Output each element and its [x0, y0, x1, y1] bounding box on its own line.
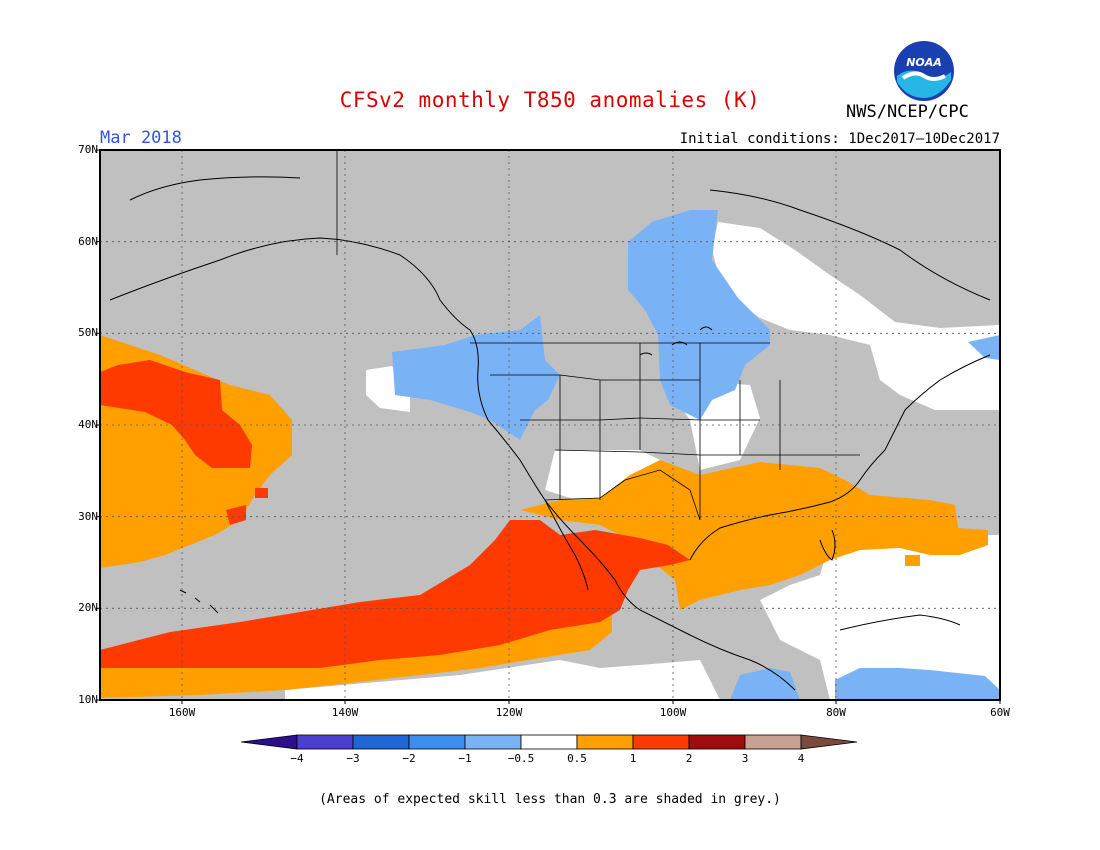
- logo-text: NOAA: [906, 56, 942, 69]
- cool-anomaly-regions: [392, 210, 1000, 700]
- colorbar-label: 2: [685, 752, 693, 765]
- colorbar-label: −3: [346, 752, 360, 765]
- lat-label: 50N: [78, 326, 98, 339]
- colorbar-arrow-low: [240, 734, 298, 750]
- colorbar-arrow-high: [800, 734, 858, 750]
- colorbar-label: −1: [458, 752, 472, 765]
- lon-label: 120W: [495, 706, 523, 719]
- colorbar-label: −2: [402, 752, 416, 765]
- colorbar: [240, 734, 858, 750]
- lon-label: 140W: [331, 706, 359, 719]
- colorbar-swatch: [744, 734, 802, 750]
- lat-label: 40N: [78, 418, 98, 431]
- colorbar-label: 3: [741, 752, 749, 765]
- colorbar-swatch: [352, 734, 410, 750]
- skill-note: (Areas of expected skill less than 0.3 a…: [319, 792, 781, 807]
- warm-strong-regions: [100, 360, 690, 668]
- lon-label: 60W: [990, 706, 1010, 719]
- lat-label: 10N: [78, 693, 98, 706]
- coastlines: [109, 176, 991, 691]
- lat-label: 30N: [78, 510, 98, 523]
- colorbar-label: 4: [797, 752, 805, 765]
- lon-label: 100W: [659, 706, 687, 719]
- political-borders: [336, 150, 860, 521]
- colorbar-label: 1: [629, 752, 637, 765]
- initial-conditions: Initial conditions: 1Dec2017–10Dec2017: [679, 131, 1000, 147]
- colorbar-swatch: [408, 734, 466, 750]
- agency-label: NWS/NCEP/CPC: [846, 102, 969, 122]
- lat-label: 70N: [78, 143, 98, 156]
- colorbar-swatch: [296, 734, 354, 750]
- colorbar-label: 0.5: [567, 752, 587, 765]
- colorbar-swatch: [688, 734, 746, 750]
- lon-label: 80W: [826, 706, 846, 719]
- map-title: CFSv2 monthly T850 anomalies (K): [339, 88, 761, 112]
- colorbar-swatch: [464, 734, 522, 750]
- forecast-month: Mar 2018: [100, 128, 182, 148]
- colorbar-label: −4: [290, 752, 304, 765]
- noaa-logo-icon: NOAA: [894, 41, 954, 101]
- colorbar-swatch: [632, 734, 690, 750]
- colorbar-swatch: [576, 734, 634, 750]
- colorbar-label: −0.5: [507, 752, 535, 765]
- tick-marks: [96, 149, 1001, 704]
- gridlines: [100, 150, 1000, 700]
- lat-label: 20N: [78, 601, 98, 614]
- lat-label: 60N: [78, 235, 98, 248]
- lon-label: 160W: [168, 706, 196, 719]
- colorbar-swatch: [520, 734, 578, 750]
